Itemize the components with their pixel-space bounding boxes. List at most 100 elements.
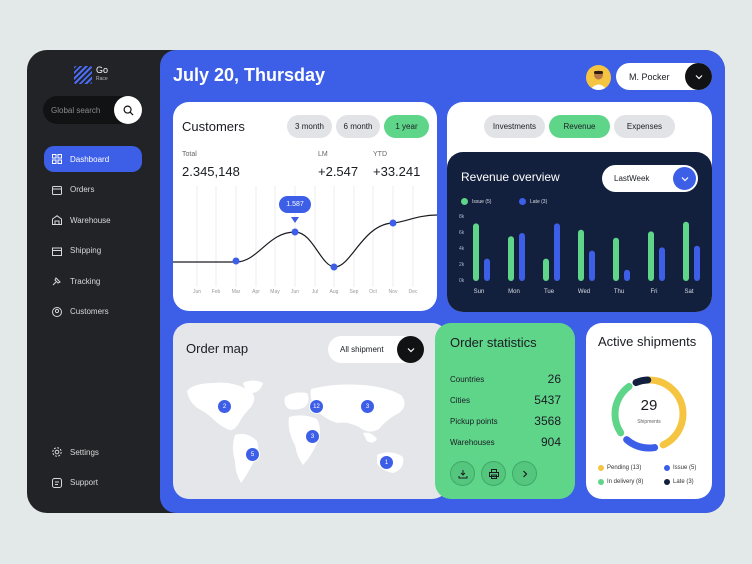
bar-issue: [473, 223, 479, 281]
tab-revenue[interactable]: Revenue: [549, 115, 610, 138]
stat-row-label: Warehouses: [450, 438, 495, 447]
line-point: [389, 219, 397, 227]
chart-tooltip: 1.587: [279, 196, 311, 213]
pin-icon: [51, 276, 62, 287]
legend-dot-late: [519, 198, 526, 205]
sidebar-bottom-nav: Settings Support: [44, 439, 142, 500]
customers-line-chart: [173, 186, 437, 287]
shipments-count-label: Shipments: [637, 419, 661, 425]
day-label: Thu: [613, 289, 625, 295]
shipment-filter-value: All shipment: [340, 345, 384, 354]
revenue-title: Revenue overview: [461, 170, 560, 184]
line-point: [330, 263, 338, 271]
sidebar-item-support[interactable]: Support: [44, 470, 142, 496]
logo-sub: Race: [96, 76, 108, 82]
avatar[interactable]: [586, 65, 611, 90]
order-map-title: Order map: [186, 341, 249, 356]
y-tick: 2k: [459, 262, 465, 268]
sidebar-item-shipping[interactable]: Shipping: [44, 238, 142, 264]
order-statistics-card: Order statistics Countries 26 Cities 543…: [435, 323, 575, 499]
logo-mark-icon: [74, 66, 92, 84]
range-6-month[interactable]: 6 month: [336, 115, 380, 138]
map-marker[interactable]: 2: [217, 399, 232, 414]
shipments-count: 29: [640, 397, 658, 414]
main-panel: July 20, Thursday M. Pocker Customers 3 …: [160, 50, 725, 513]
map-marker[interactable]: 5: [245, 447, 260, 462]
page-title: July 20, Thursday: [173, 65, 326, 85]
map-marker[interactable]: 3: [360, 399, 375, 414]
order-map-card: Order map All shipment 2 12 3: [173, 323, 448, 499]
sidebar-item-warehouse[interactable]: Warehouse: [44, 207, 142, 233]
bar-late: [589, 250, 595, 281]
line-point: [291, 228, 299, 236]
sidebar: Go Race Global search Dashboard Orders Wa…: [27, 50, 160, 513]
period-select[interactable]: LastWeek: [602, 165, 698, 192]
active-shipments-title: Active shipments: [598, 334, 697, 349]
day-label: Tue: [543, 289, 555, 295]
stat-lm-value: +2.547: [318, 164, 359, 179]
bar-issue: [648, 231, 654, 281]
sidebar-item-dashboard[interactable]: Dashboard: [44, 146, 142, 172]
stat-ytd-value: +33.241: [373, 164, 421, 179]
search-icon[interactable]: [114, 96, 142, 124]
day-label: Fri: [650, 289, 658, 295]
legend-late: Late (3): [530, 199, 548, 205]
bar-late: [624, 269, 630, 281]
month-label: Jun: [290, 289, 300, 295]
global-search[interactable]: Global search: [43, 96, 142, 124]
chevron-down-icon[interactable]: [673, 167, 696, 190]
donut-segment-delivery: [611, 376, 687, 452]
donut-segment-late: [611, 376, 687, 452]
user-menu[interactable]: M. Pocker: [616, 63, 712, 90]
y-tick: 8k: [459, 214, 465, 220]
chevron-down-icon[interactable]: [685, 63, 712, 90]
revenue-overview-card: Revenue overview LastWeek Issue (5) Late…: [447, 152, 712, 312]
legend-in-delivery: In delivery (8): [598, 479, 643, 485]
month-label: Nov: [388, 289, 398, 295]
shipment-filter-select[interactable]: All shipment: [328, 336, 424, 363]
sidebar-item-orders[interactable]: Orders: [44, 177, 142, 203]
download-icon[interactable]: [450, 461, 475, 486]
stat-ytd-label: YTD: [373, 151, 387, 158]
chevron-right-icon[interactable]: [512, 461, 537, 486]
day-label: Sat: [684, 289, 694, 295]
tab-investments[interactable]: Investments: [484, 115, 545, 138]
sidebar-item-label: Orders: [70, 185, 95, 195]
month-label: May: [270, 289, 280, 295]
print-icon[interactable]: [481, 461, 506, 486]
tab-expenses[interactable]: Expenses: [614, 115, 675, 138]
map-marker[interactable]: 3: [305, 429, 320, 444]
user-name: M. Pocker: [629, 72, 670, 82]
user-icon: [51, 306, 62, 317]
sidebar-item-label: Settings: [70, 447, 99, 457]
sidebar-item-settings[interactable]: Settings: [44, 439, 142, 465]
grid-icon: [51, 154, 62, 165]
bar-issue: [543, 258, 549, 281]
sidebar-item-customers[interactable]: Customers: [44, 299, 142, 325]
month-label: Aug: [329, 289, 339, 295]
donut-segment-issue: [611, 376, 687, 452]
month-label: Sep: [349, 289, 359, 295]
range-3-month[interactable]: 3 month: [287, 115, 332, 138]
bar-late: [484, 258, 490, 281]
sidebar-item-label: Customers: [70, 307, 109, 317]
month-label: Jun: [192, 289, 202, 295]
bar-late: [554, 223, 560, 281]
month-label: Jul: [311, 289, 319, 295]
logo[interactable]: Go Race: [74, 66, 108, 84]
bar-issue: [683, 221, 689, 281]
sidebar-nav: Dashboard Orders Warehouse Shipping Trac…: [44, 146, 142, 330]
chevron-down-icon[interactable]: [397, 336, 424, 363]
y-tick: 4k: [459, 246, 465, 252]
customers-card: Customers 3 month 6 month 1 year Total 2…: [173, 102, 437, 311]
map-marker[interactable]: 1: [379, 455, 394, 470]
calendar-icon: [51, 184, 62, 195]
stat-total-value: 2.345,148: [182, 164, 240, 179]
y-tick: 0k: [459, 278, 465, 284]
bar-issue: [613, 237, 619, 281]
order-statistics-title: Order statistics: [450, 335, 537, 350]
map-marker[interactable]: 12: [309, 399, 324, 414]
month-label: Dec: [408, 289, 418, 295]
sidebar-item-tracking[interactable]: Tracking: [44, 268, 142, 294]
range-1-year[interactable]: 1 year: [384, 115, 429, 138]
